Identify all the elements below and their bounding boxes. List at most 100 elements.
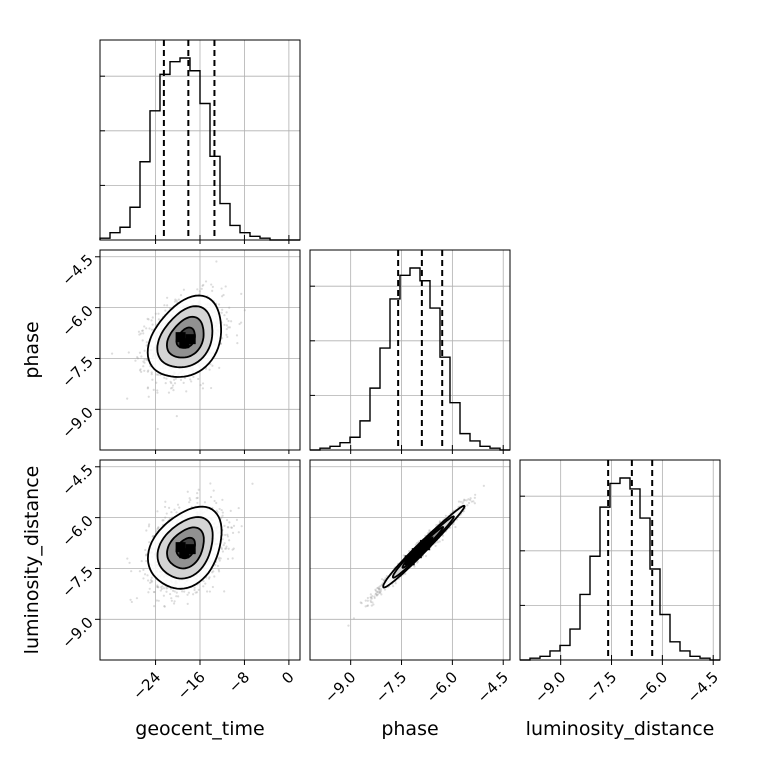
sample-point [143,325,146,328]
sample-point [383,588,387,591]
sample-point [155,381,158,384]
sample-point [154,312,157,315]
sample-point [165,587,168,590]
sample-point [175,299,178,302]
sample-point [173,590,176,593]
sample-point [352,617,356,620]
panel-frame [309,249,511,451]
sample-point [136,355,139,359]
x-tick-label-geocent_time-3: 0 [278,668,297,687]
sample-point [177,595,180,598]
sample-point [466,504,469,507]
sample-point [229,509,232,512]
sample-point [376,590,379,593]
sample-point [370,604,373,607]
sample-point [197,377,200,381]
sample-point [130,570,133,573]
contour-1 [166,526,205,570]
sample-point [138,570,141,573]
sample-point [146,386,150,389]
sample-point [173,600,176,603]
sample-point [376,586,380,589]
sample-point [379,589,382,593]
sample-point [416,561,419,564]
sample-point [145,341,148,344]
sample-point [164,516,167,519]
sample-point [375,594,378,597]
sample-point [230,320,233,323]
sample-point [140,559,143,563]
sample-point [208,368,211,371]
sample-point [157,526,160,529]
sample-point [146,574,149,577]
x-tick-label-phase-0: −9.0 [321,668,359,706]
sample-point [225,311,228,314]
sample-point [170,511,173,514]
y-tick-label-luminosity_distance-3: −4.5 [58,461,96,499]
hist-panel-luminosity_distance [519,459,721,661]
sample-point [369,599,372,602]
sample-point [141,329,144,332]
sample-point [203,501,207,504]
sample-point [171,384,175,387]
sample-point [454,525,457,529]
sample-point [240,292,243,295]
sample-point [469,497,472,500]
density-core-1 [185,334,196,345]
sample-point [438,540,441,543]
sample-point [175,415,178,418]
sample-point [193,588,196,592]
sample-point [126,557,129,560]
contour-3 [382,504,466,589]
sample-point [217,568,220,571]
sample-point [225,324,228,327]
sample-point [225,333,228,336]
sample-point [217,570,221,573]
density-core-2 [179,548,190,559]
sample-point [441,538,444,542]
sample-point [143,361,146,364]
sample-point [225,545,228,548]
sample-point [441,534,445,537]
sample-point [204,367,208,370]
sample-point [136,357,139,360]
sample-point [145,529,148,532]
sample-point [232,547,235,550]
sample-point [221,538,224,541]
sample-point [151,579,154,583]
sample-point [149,581,152,584]
sample-point [213,575,216,578]
sample-point [214,563,217,566]
sample-point [155,599,158,602]
sample-point [225,327,228,331]
sample-point [408,549,411,553]
sample-point [201,387,205,390]
sample-point [473,502,476,505]
sample-point [226,535,230,538]
sample-point [198,290,201,293]
sample-point [227,326,230,329]
sample-point [376,590,379,593]
x-tick-label-geocent_time-1: −16 [174,668,209,703]
sample-point [224,533,227,537]
sample-point [366,599,369,602]
sample-point [204,280,208,283]
y-tick-label-phase-2: −6.0 [58,302,96,340]
sample-point [197,588,200,591]
sample-point [376,593,380,596]
density-core-1 [419,540,430,551]
sample-point [218,556,221,559]
sample-point [189,498,192,502]
sample-point [370,596,373,599]
sample-point [141,329,145,332]
sample-point [189,378,192,381]
sample-point [147,369,150,372]
sample-point [156,527,159,531]
sample-point [461,502,464,505]
sample-point [185,390,188,393]
hist-panel-geocent_time [99,39,301,241]
sample-point [135,597,139,600]
sample-point [376,587,379,590]
sample-point [179,294,183,297]
sample-point [212,570,215,573]
